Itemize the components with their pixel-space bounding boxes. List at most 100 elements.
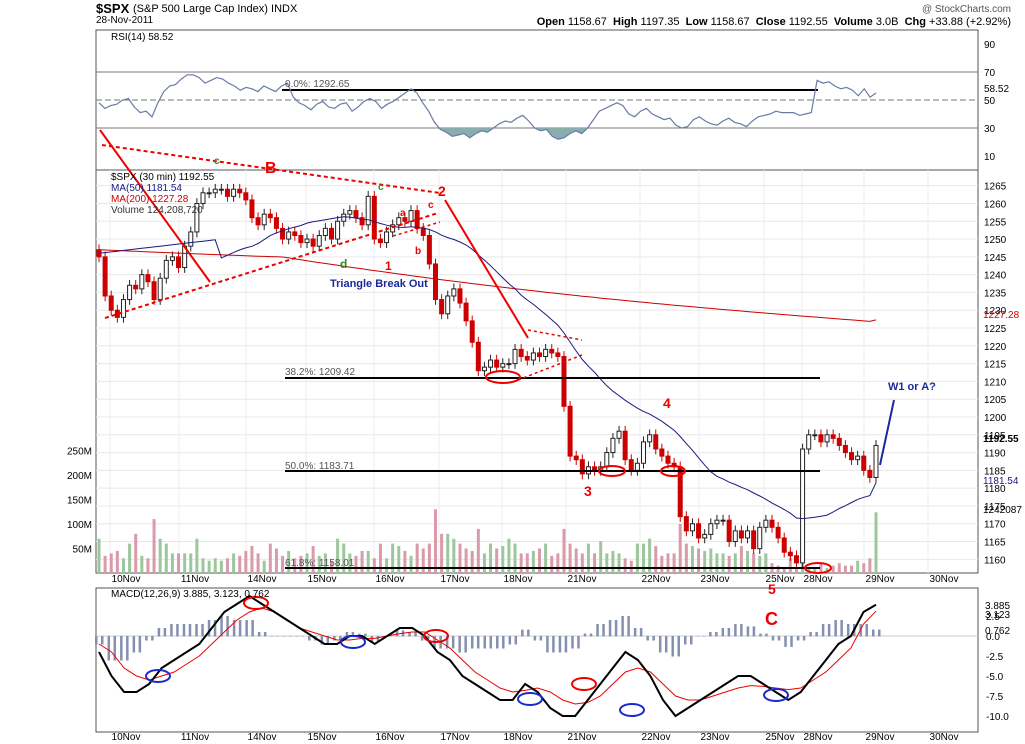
price-tick-label: 1180 (984, 484, 1006, 495)
macd-hist-bar (589, 633, 593, 637)
volume-bar (574, 548, 578, 573)
volume-bar (299, 555, 303, 573)
volume-bar (317, 555, 321, 573)
macd-hist-bar (163, 628, 167, 637)
volume-bar (225, 558, 229, 573)
macd-hist-bar (702, 636, 706, 637)
price-tick-label: 1175 (984, 502, 1006, 513)
candle-body (873, 444, 879, 478)
macd-hist-bar (684, 636, 687, 645)
macd-hist-bar (176, 624, 179, 637)
volume-bar (562, 528, 566, 573)
candle-body (133, 284, 139, 290)
macd-cross-circle (423, 629, 449, 643)
candle-body (359, 217, 365, 226)
volume-bar (648, 538, 652, 573)
x-tick-label-bottom: 11Nov (181, 732, 209, 743)
rsi-oversold-fill (99, 128, 876, 140)
macd-hist-bar (257, 632, 261, 637)
candle-body (267, 213, 273, 219)
volume-bar (293, 558, 297, 573)
price-tick-label: 1230 (984, 306, 1007, 317)
macd-hist-bar (696, 636, 700, 637)
volume-bar (642, 543, 646, 573)
volume-bar (690, 546, 694, 573)
volume-bar (232, 553, 236, 573)
volume-bar (678, 524, 682, 573)
price-tick-label: 1185 (984, 466, 1006, 477)
macd-hist-bar (690, 636, 693, 645)
wave-a: a (400, 208, 406, 219)
macd-hist-bar (101, 636, 104, 645)
volume-bar (752, 553, 756, 573)
candle-body (567, 405, 573, 457)
macd-hist-bar (270, 636, 273, 637)
volume-bar (525, 553, 529, 573)
macd-hist-bar (276, 636, 279, 637)
rsi-title: RSI(14) 58.52 (111, 32, 174, 43)
macd-hist-bar (840, 620, 843, 637)
x-tick-label: 29Nov (866, 574, 895, 585)
candle-body (579, 459, 585, 475)
rsi-line (98, 74, 877, 140)
candle-body (218, 188, 224, 191)
volume-bar (305, 553, 309, 573)
pivot-circle (804, 562, 832, 574)
volume-bar (97, 538, 101, 573)
macd-hist-bar (483, 636, 486, 649)
candle-body (420, 227, 426, 236)
macd-hist-bar (207, 620, 211, 637)
macd-hist-bar (815, 632, 818, 637)
macd-hist-bar (157, 628, 161, 637)
rsi-tick-label: 50 (984, 96, 996, 107)
candle-body (506, 363, 512, 366)
volume-bar (219, 560, 223, 573)
volume-bar (201, 558, 205, 573)
candle-body (224, 188, 230, 197)
volume-bar (268, 543, 272, 573)
volume-bar (207, 560, 211, 573)
chg-value: +33.88 (+2.92%) (929, 16, 1011, 28)
volume-bar (611, 550, 615, 573)
volume-bar (146, 558, 150, 573)
macd-hist-bar (734, 624, 737, 637)
macd-hist-bar (420, 636, 424, 641)
volume-bar (727, 555, 731, 573)
candle-body (592, 466, 598, 471)
x-tick-label: 17Nov (441, 574, 470, 585)
macd-hist-bar (727, 628, 731, 637)
price-tick-label: 1225 (984, 324, 1007, 335)
macd-tick-label: -10.0 (986, 712, 1009, 723)
macd-hist-bar (521, 629, 524, 637)
candle-body (206, 192, 212, 195)
chart-header: $SPX (S&P 500 Large Cap Index) INDX 28-N… (0, 0, 1025, 28)
macd-hist-bar (408, 632, 411, 637)
candle-body (622, 430, 628, 461)
fib-500-label: 50.0%: 1183.71 (285, 461, 355, 472)
volume-bar (140, 555, 144, 573)
volume-bar (378, 543, 382, 573)
wave-4: 4 (663, 395, 671, 411)
macd-hist-bar (602, 624, 605, 637)
candle-body (316, 234, 322, 247)
candle-body (616, 430, 622, 439)
volume-bar (617, 553, 621, 573)
macd-hist-bar (709, 632, 712, 637)
volume-bar (715, 553, 719, 573)
candle-body (610, 437, 616, 454)
wave-2: 2 (438, 183, 446, 199)
candle-body (261, 213, 267, 226)
price-tick-label: 1190 (984, 449, 1006, 460)
macd-hist-bar (395, 630, 399, 637)
candle-body (500, 363, 506, 368)
macd-hist-bar (796, 636, 800, 641)
macd-hist-bar (126, 636, 129, 661)
candle-body (445, 295, 451, 315)
high-value: 1197.35 (640, 16, 680, 28)
candle-body (775, 526, 781, 539)
volume-bar (128, 543, 132, 573)
candle-body (408, 210, 414, 222)
x-tick-label-bottom: 15Nov (308, 732, 337, 743)
volume-bar (654, 546, 658, 573)
candle-body (157, 277, 163, 301)
